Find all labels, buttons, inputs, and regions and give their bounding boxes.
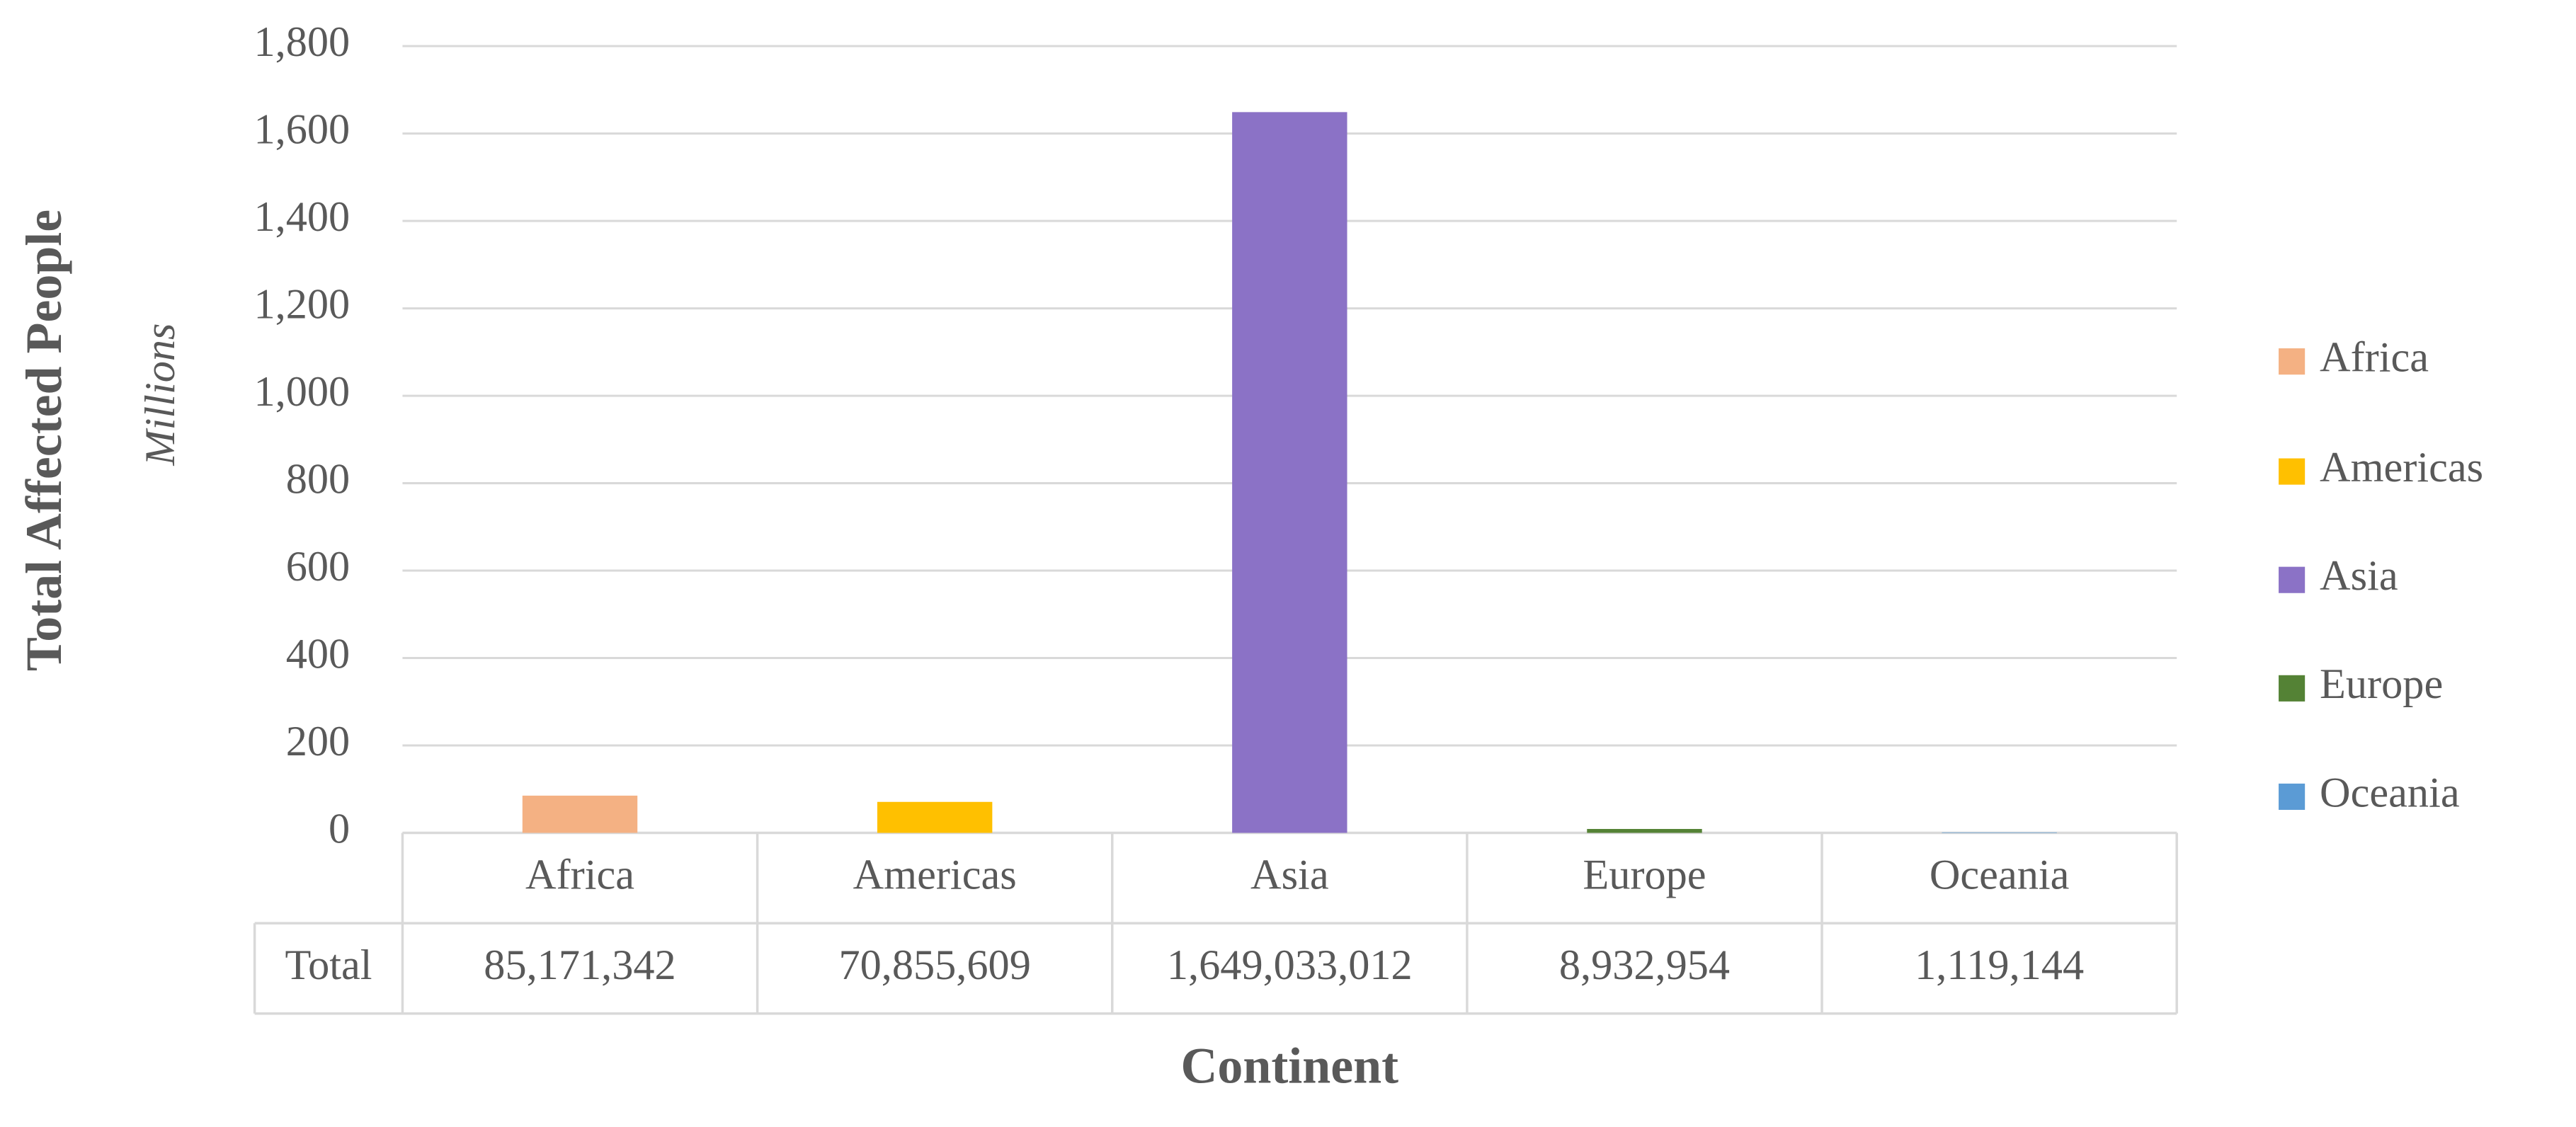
y-tick-label: 800 xyxy=(286,455,350,503)
data-table-value: 8,932,954 xyxy=(1559,942,1730,989)
y-tick-label: 1,800 xyxy=(253,18,350,66)
data-table-value: 70,855,609 xyxy=(838,942,1030,989)
y-tick-label: 400 xyxy=(286,630,350,677)
data-table-value: 85,171,342 xyxy=(484,942,676,989)
y-tick-label: 1,600 xyxy=(253,105,350,153)
y-tick-label: 0 xyxy=(329,805,350,852)
x-tick-label: Americas xyxy=(853,851,1017,898)
bar xyxy=(1587,828,1702,833)
bar xyxy=(877,801,993,833)
legend-swatch xyxy=(2279,675,2306,702)
x-tick-label: Oceania xyxy=(1930,851,2070,898)
legend-label: Americas xyxy=(2320,444,2483,491)
data-table-value: 1,119,144 xyxy=(1915,942,2084,989)
legend-swatch xyxy=(2279,348,2306,375)
y-tick-label: 200 xyxy=(286,718,350,765)
y-axis-title: Total Affected People xyxy=(16,210,72,671)
x-tick-label: Asia xyxy=(1250,851,1329,898)
bar xyxy=(1232,112,1347,833)
legend-label: Asia xyxy=(2320,552,2398,600)
y-tick-label: 1,200 xyxy=(253,280,350,328)
y-axis-subtitle: Millions xyxy=(137,323,184,466)
legend-swatch xyxy=(2279,783,2306,811)
x-tick-label: Africa xyxy=(525,851,634,898)
legend-label: Africa xyxy=(2320,333,2429,381)
y-tick-label: 1,400 xyxy=(253,193,350,241)
x-tick-label: Europe xyxy=(1583,851,1706,898)
legend-swatch xyxy=(2279,566,2306,593)
table-row-label: Total xyxy=(285,942,372,989)
y-tick-label: 600 xyxy=(286,543,350,590)
legend-label: Oceania xyxy=(2320,769,2460,816)
legend-label: Europe xyxy=(2320,660,2443,708)
data-table-value: 1,649,033,012 xyxy=(1167,942,1413,989)
bar xyxy=(522,795,638,833)
y-tick-label: 1,000 xyxy=(253,368,350,416)
x-axis-title: Continent xyxy=(1180,1037,1398,1094)
legend-swatch xyxy=(2279,458,2306,485)
